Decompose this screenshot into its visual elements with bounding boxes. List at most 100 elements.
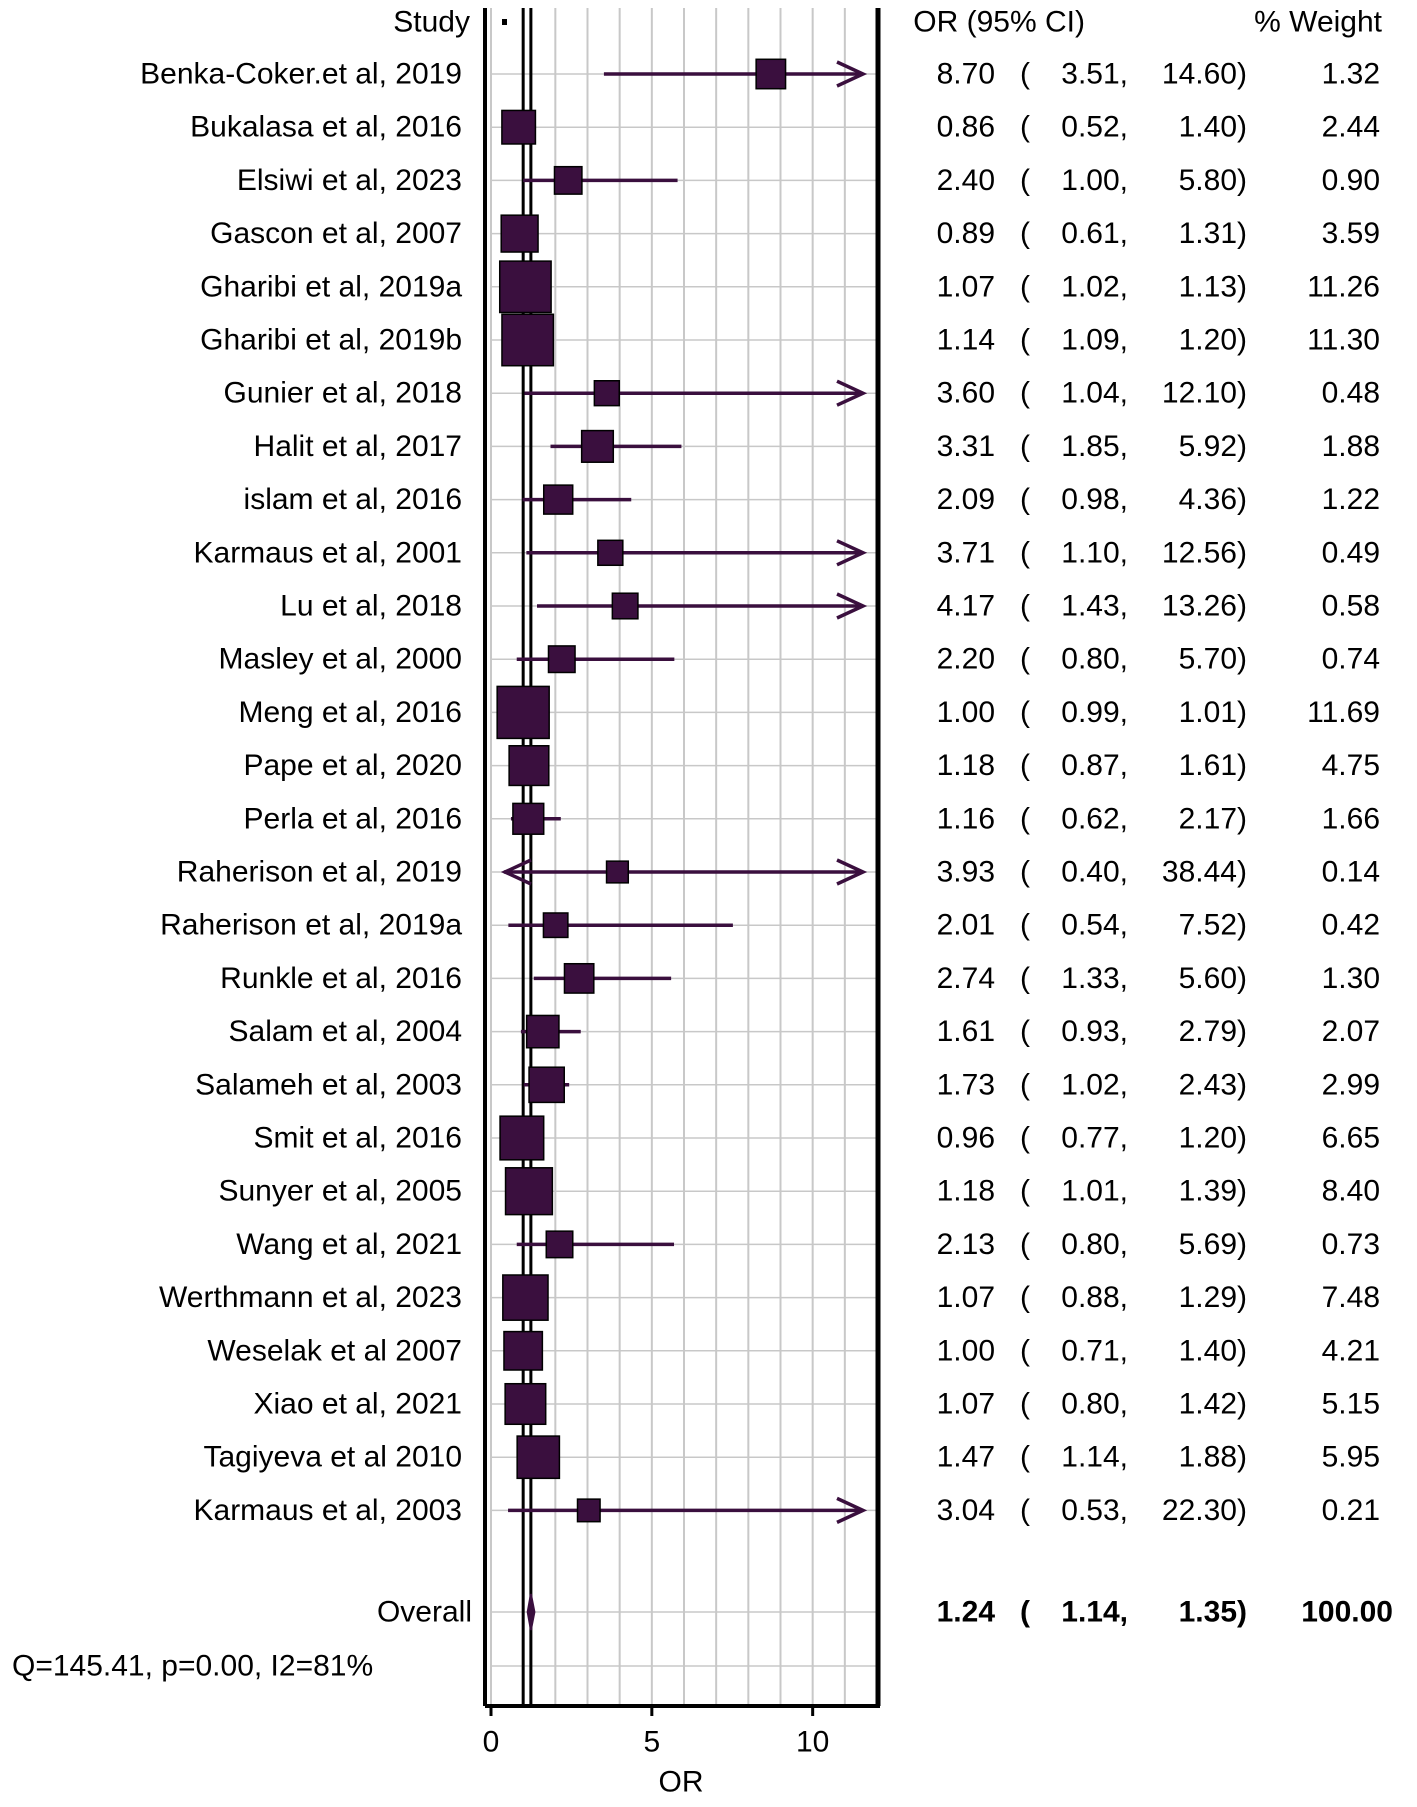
point-estimate-marker: [580, 429, 615, 463]
point-estimate-marker: [593, 380, 620, 407]
header-study: Study: [393, 6, 470, 39]
ci-upper: 13.26): [1162, 590, 1247, 623]
ci-lower: 1.02,: [1061, 1068, 1128, 1101]
study-label: Benka-Coker.et al, 2019: [140, 58, 462, 91]
ci-arrow-right: [836, 858, 868, 886]
ci-lower: 0.77,: [1061, 1122, 1128, 1155]
weight-value: 4.21: [1322, 1334, 1380, 1367]
ci-upper: 1.88): [1179, 1441, 1247, 1474]
ci-upper: 1.61): [1179, 749, 1247, 782]
or-value: 4.17: [937, 590, 995, 623]
study-label: Gharibi et al, 2019a: [200, 270, 462, 303]
or-value: 3.31: [937, 430, 995, 463]
ci-lower: 1.85,: [1061, 430, 1128, 463]
weight-value: 0.48: [1322, 377, 1380, 410]
ci-lower: 0.98,: [1061, 483, 1128, 516]
weight-value: 0.49: [1322, 536, 1380, 569]
ci-lower: 0.80,: [1061, 1388, 1128, 1421]
ci-open-paren: (: [1020, 696, 1030, 729]
ci-open-paren: (: [1020, 643, 1030, 676]
weight-value: 11.30: [1307, 324, 1380, 357]
ci-open-paren: (: [1020, 856, 1030, 889]
point-estimate-marker: [498, 260, 552, 314]
ci-open-paren: (: [1020, 483, 1030, 516]
ci-lower: 0.54,: [1061, 909, 1128, 942]
or-value: 1.07: [937, 1281, 995, 1314]
ci-lower: 0.80,: [1061, 643, 1128, 676]
ci-lower: 1.10,: [1061, 536, 1128, 569]
weight-value: 2.07: [1322, 1015, 1380, 1048]
weight-value: 2.44: [1322, 111, 1380, 144]
or-value: 2.13: [937, 1228, 995, 1261]
ci-arrow-left: [500, 858, 532, 886]
ci-arrow-right: [836, 592, 868, 620]
ci-open-paren: (: [1020, 909, 1030, 942]
weight-value: 6.65: [1322, 1122, 1380, 1155]
ci-lower: 1.09,: [1061, 324, 1128, 357]
study-label: Smit et al, 2016: [254, 1122, 462, 1155]
ci-open-paren: (: [1020, 58, 1030, 91]
weight-value: 1.66: [1322, 802, 1380, 835]
or-value: 1.73: [937, 1068, 995, 1101]
ci-upper: 12.56): [1162, 536, 1247, 569]
ci-upper: 5.60): [1179, 962, 1247, 995]
weight-value: 3.59: [1322, 217, 1380, 250]
or-value: 1.07: [937, 1388, 995, 1421]
ci-lower: 0.71,: [1061, 1334, 1128, 1367]
ci-lower: 0.53,: [1061, 1494, 1128, 1527]
weight-value: 8.40: [1322, 1175, 1380, 1208]
overall-label: Overall: [377, 1596, 472, 1629]
or-value: 0.86: [937, 111, 995, 144]
ci-open-paren: (: [1020, 1388, 1030, 1421]
point-estimate-marker: [501, 109, 537, 145]
or-value: 3.04: [937, 1494, 995, 1527]
ci-upper: 22.30): [1162, 1494, 1247, 1527]
study-label: Halit et al, 2017: [254, 430, 462, 463]
weight-value: 0.14: [1322, 856, 1380, 889]
study-label: Weselak et al 2007: [207, 1334, 462, 1367]
or-value: 1.18: [937, 1175, 995, 1208]
ci-open-paren: (: [1020, 270, 1030, 303]
ci-arrow-right: [836, 539, 868, 567]
header-weight: % Weight: [1254, 6, 1383, 39]
or-value: 2.40: [937, 164, 995, 197]
or-value: 1.18: [937, 749, 995, 782]
ci-lower: 0.93,: [1061, 1015, 1128, 1048]
ci-lower: 3.51,: [1061, 58, 1128, 91]
ci-open-paren: (: [1020, 377, 1030, 410]
or-value: 1.14: [937, 324, 995, 357]
study-label: Werthmann et al, 2023: [159, 1281, 462, 1314]
ci-open-paren: (: [1020, 217, 1030, 250]
or-value: 2.20: [937, 643, 995, 676]
overall-ci-upper: 1.35): [1179, 1596, 1247, 1629]
study-label: Karmaus et al, 2003: [194, 1494, 463, 1527]
ci-open-paren: (: [1020, 1015, 1030, 1048]
weight-value: 11.69: [1307, 696, 1380, 729]
or-value: 2.74: [937, 962, 995, 995]
study-label: Wang et al, 2021: [236, 1228, 462, 1261]
ci-upper: 5.92): [1179, 430, 1247, 463]
ci-lower: 0.62,: [1061, 802, 1128, 835]
weight-value: 0.90: [1322, 164, 1380, 197]
study-label: Elsiwi et al, 2023: [237, 164, 462, 197]
point-estimate-marker: [597, 539, 624, 567]
ci-lower: 1.04,: [1061, 377, 1128, 410]
study-label: Masley et al, 2000: [219, 643, 462, 676]
point-estimate-marker: [755, 58, 787, 90]
ci-upper: 1.29): [1179, 1281, 1247, 1314]
point-estimate-marker: [502, 1274, 549, 1321]
x-tick-label: 0: [483, 1726, 500, 1759]
ci-open-paren: (: [1020, 590, 1030, 623]
weight-value: 7.48: [1322, 1281, 1380, 1314]
overall-diamond: [526, 1593, 536, 1631]
ci-upper: 1.13): [1179, 270, 1247, 303]
study-label: Karmaus et al, 2001: [194, 536, 463, 569]
study-label: Gunier et al, 2018: [224, 377, 463, 410]
point-estimate-marker: [516, 1435, 561, 1480]
point-estimate-marker: [547, 645, 576, 674]
ci-upper: 1.31): [1179, 217, 1247, 250]
ci-lower: 1.14,: [1061, 1441, 1128, 1474]
ci-upper: 14.60): [1162, 58, 1247, 91]
weight-value: 1.32: [1322, 58, 1380, 91]
x-tick-label: 5: [643, 1726, 660, 1759]
